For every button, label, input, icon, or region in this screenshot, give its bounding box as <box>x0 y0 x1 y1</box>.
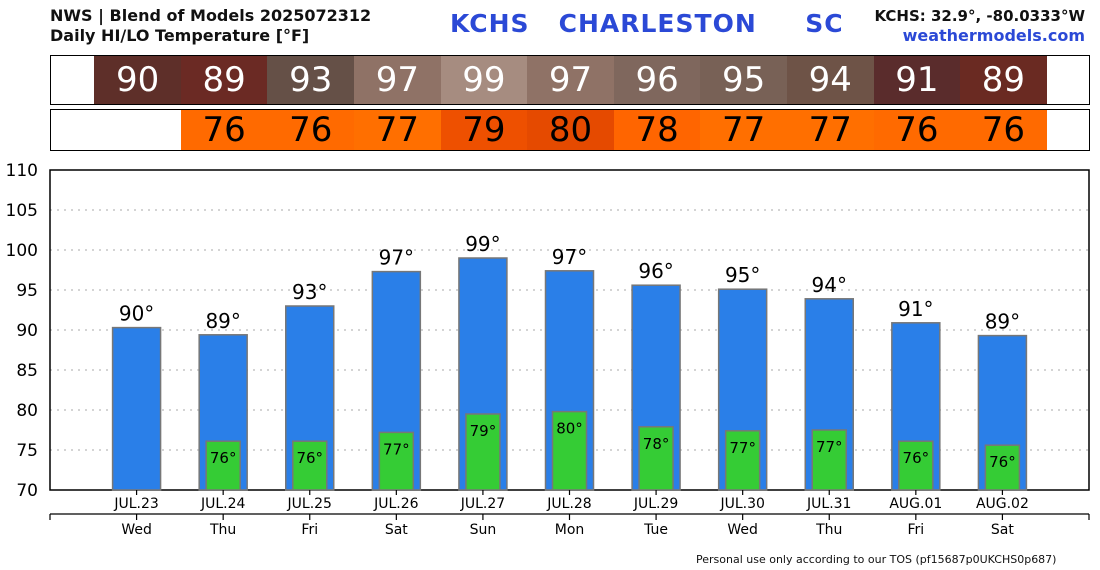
high-value-label: 94° <box>812 273 847 297</box>
date-label: JUL.25 <box>287 496 332 512</box>
low-value-label: 76° <box>210 449 237 467</box>
date-label: AUG.01 <box>889 496 942 512</box>
low-strip-cell: 78 <box>613 110 701 150</box>
y-tick-label: 85 <box>16 361 38 381</box>
high-strip-cell: 89 <box>960 56 1047 104</box>
weekday-label: Fri <box>301 522 318 538</box>
low-strip-cell: 77 <box>700 110 787 150</box>
high-value-label: 97° <box>552 245 587 269</box>
y-tick-label: 90 <box>16 321 38 341</box>
weekday-label: Fri <box>907 522 924 538</box>
low-bar <box>724 430 761 491</box>
tos-footer: Personal use only according to our TOS (… <box>696 553 1057 566</box>
high-value-label: 89° <box>205 309 240 333</box>
y-tick-label: 75 <box>16 441 38 461</box>
high-value-label: 96° <box>638 259 673 283</box>
low-bar <box>638 426 674 491</box>
high-value-label: 95° <box>725 263 760 287</box>
chart-subtitle: Daily HI/LO Temperature [°F] <box>50 26 310 45</box>
weekday-label: Thu <box>815 522 842 538</box>
weekday-label: Mon <box>555 522 585 538</box>
high-strip-cell: 97 <box>527 56 614 104</box>
low-bar <box>551 410 588 491</box>
low-bar <box>984 444 1021 491</box>
date-label: JUL.27 <box>460 496 505 512</box>
low-strip-cell: 76 <box>180 110 268 150</box>
weekday-label: Tue <box>643 522 668 538</box>
weekday-label: Thu <box>209 522 236 538</box>
high-strip-cell: 99 <box>440 56 528 104</box>
weekday-label: Sun <box>470 522 497 538</box>
high-strip-cell: 97 <box>354 56 441 104</box>
high-value-label: 99° <box>465 232 500 256</box>
high-value-label: 89° <box>985 310 1020 334</box>
low-bar <box>378 431 415 491</box>
date-label: JUL.31 <box>806 496 851 512</box>
high-strip-cell: 96 <box>613 56 701 104</box>
header-left: NWS | Blend of Models 2025072312 Daily H… <box>50 6 371 46</box>
y-tick-label: 105 <box>6 201 38 221</box>
low-strip-cell: 79 <box>440 110 528 150</box>
low-strip-cell: 76 <box>267 110 355 150</box>
high-value-label: 91° <box>898 297 933 321</box>
low-value-label: 77° <box>383 440 410 458</box>
low-value-label: 76° <box>989 453 1016 471</box>
high-strip-cell: 94 <box>786 56 874 104</box>
low-strip-cell: 76 <box>873 110 961 150</box>
weekday-label: Sat <box>991 522 1014 538</box>
y-tick-label: 100 <box>6 241 38 261</box>
weekday-label: Wed <box>121 522 152 538</box>
high-strip-cell: 95 <box>700 56 787 104</box>
station-title: KCHS CHARLESTON SC <box>450 9 844 38</box>
low-value-label: 80° <box>556 420 583 438</box>
date-label: JUL.29 <box>633 496 678 512</box>
header-right: KCHS: 32.9°, -80.0333°W weathermodels.co… <box>874 6 1085 46</box>
low-bar <box>811 429 847 491</box>
low-temp-strip: 76 76 77 79 80 78 77 77 76 76 <box>50 109 1090 151</box>
low-value-label: 77° <box>729 439 756 457</box>
date-label: JUL.30 <box>719 496 764 512</box>
high-strip-cell: 93 <box>267 56 355 104</box>
low-bar <box>465 413 501 491</box>
low-value-label: 76° <box>903 449 930 467</box>
high-strip-cell: 91 <box>873 56 961 104</box>
low-value-label: 77° <box>816 438 843 456</box>
weekday-label: Wed <box>727 522 758 538</box>
low-strip-cell: 80 <box>527 110 614 150</box>
date-label: JUL.23 <box>113 496 158 512</box>
high-strip-cell: 89 <box>180 56 268 104</box>
y-tick-label: 95 <box>16 281 38 301</box>
low-strip-cell: 76 <box>960 110 1047 150</box>
weekday-label: Sat <box>385 522 408 538</box>
low-value-label: 78° <box>643 435 670 453</box>
date-label: JUL.24 <box>200 496 246 512</box>
high-value-label: 90° <box>119 302 154 326</box>
y-tick-label: 70 <box>16 481 38 501</box>
model-title: NWS | Blend of Models 2025072312 <box>50 6 372 25</box>
high-value-label: 93° <box>292 280 327 304</box>
high-temp-strip: 90 89 93 97 99 97 96 95 94 91 89 <box>50 55 1090 105</box>
low-strip-cell: 77 <box>354 110 441 150</box>
high-strip-cell: 90 <box>94 56 181 104</box>
low-value-label: 76° <box>296 449 323 467</box>
date-label: JUL.26 <box>373 496 419 512</box>
high-bar <box>111 326 162 491</box>
site-link[interactable]: weathermodels.com <box>902 26 1085 45</box>
date-label: AUG.02 <box>976 496 1029 512</box>
y-tick-label: 110 <box>6 161 38 181</box>
low-strip-cell: 77 <box>786 110 874 150</box>
date-label: JUL.28 <box>546 496 591 512</box>
station-coords: KCHS: 32.9°, -80.0333°W <box>874 7 1085 25</box>
low-value-label: 79° <box>470 422 497 440</box>
y-tick-label: 80 <box>16 401 38 421</box>
high-value-label: 97° <box>379 246 414 270</box>
